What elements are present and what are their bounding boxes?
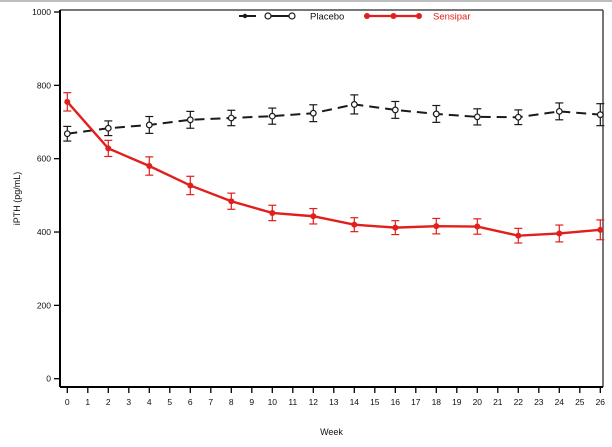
data-point-sensipar bbox=[105, 145, 112, 152]
x-tick-label: 4 bbox=[147, 397, 152, 407]
data-point-placebo bbox=[104, 124, 112, 132]
data-point-sensipar bbox=[146, 163, 153, 170]
x-tick-label: 10 bbox=[268, 397, 278, 407]
data-point-placebo bbox=[309, 109, 317, 117]
x-tick-label: 21 bbox=[493, 397, 503, 407]
legend-label-sensipar: Sensipar bbox=[433, 12, 471, 23]
data-point-placebo bbox=[63, 130, 71, 138]
legend-placebo-dot bbox=[242, 13, 248, 19]
data-point-placebo bbox=[432, 110, 440, 118]
y-tick-label: 0 bbox=[46, 374, 51, 384]
legend-placebo-marker bbox=[288, 12, 296, 20]
y-tick-label: 400 bbox=[37, 227, 51, 237]
x-tick-label: 11 bbox=[288, 397, 297, 407]
legend-sensipar-marker bbox=[416, 13, 422, 19]
x-tick-label: 9 bbox=[249, 397, 254, 407]
data-point-sensipar bbox=[392, 224, 399, 231]
y-axis-title: iPTH (pg/mL) bbox=[12, 172, 22, 226]
x-tick-label: 19 bbox=[452, 397, 462, 407]
data-point-sensipar bbox=[597, 226, 604, 233]
y-tick-label: 200 bbox=[37, 300, 51, 310]
data-point-placebo bbox=[268, 112, 276, 120]
x-tick-label: 14 bbox=[350, 397, 360, 407]
legend-sensipar-marker bbox=[364, 13, 370, 19]
x-tick-label: 12 bbox=[309, 397, 319, 407]
data-point-sensipar bbox=[310, 213, 317, 220]
data-point-placebo bbox=[555, 107, 563, 115]
data-point-sensipar bbox=[351, 221, 358, 228]
y-tick-label: 600 bbox=[37, 154, 51, 164]
x-tick-label: 0 bbox=[65, 397, 70, 407]
data-point-placebo bbox=[391, 106, 399, 114]
data-point-sensipar bbox=[269, 209, 276, 216]
x-axis-title: Week bbox=[320, 427, 343, 437]
data-point-placebo bbox=[473, 113, 481, 121]
x-tick-label: 6 bbox=[188, 397, 193, 407]
x-tick-label: 1 bbox=[85, 397, 90, 407]
x-tick-label: 3 bbox=[126, 397, 131, 407]
x-tick-label: 20 bbox=[473, 397, 483, 407]
series-line-placebo bbox=[67, 103, 601, 135]
x-tick-label: 17 bbox=[411, 397, 421, 407]
legend-placebo-marker bbox=[264, 12, 272, 20]
legend-label-placebo: Placebo bbox=[310, 12, 344, 23]
x-tick-label: 24 bbox=[555, 397, 565, 407]
data-point-sensipar bbox=[515, 232, 522, 239]
data-point-sensipar bbox=[433, 223, 440, 230]
x-tick-label: 22 bbox=[514, 397, 524, 407]
x-tick-label: 2 bbox=[106, 397, 111, 407]
x-tick-label: 23 bbox=[534, 397, 544, 407]
x-tick-label: 15 bbox=[370, 397, 380, 407]
data-point-placebo bbox=[350, 101, 358, 108]
data-point-sensipar bbox=[64, 98, 71, 105]
x-tick-label: 26 bbox=[596, 397, 606, 407]
y-tick-label: 1000 bbox=[32, 7, 51, 17]
data-point-sensipar bbox=[187, 182, 194, 189]
x-tick-label: 18 bbox=[432, 397, 442, 407]
x-tick-label: 25 bbox=[575, 397, 585, 407]
data-point-sensipar bbox=[556, 230, 563, 237]
data-point-placebo bbox=[145, 121, 153, 129]
x-tick-label: 5 bbox=[167, 397, 172, 407]
data-point-placebo bbox=[186, 116, 194, 124]
y-tick-label: 800 bbox=[37, 80, 51, 90]
data-point-placebo bbox=[514, 113, 522, 121]
x-tick-label: 13 bbox=[329, 397, 339, 407]
data-point-placebo bbox=[227, 114, 235, 122]
data-point-sensipar bbox=[474, 223, 481, 230]
data-point-placebo bbox=[596, 111, 604, 119]
x-tick-label: 8 bbox=[229, 397, 234, 407]
x-tick-label: 16 bbox=[391, 397, 401, 407]
data-point-sensipar bbox=[228, 198, 235, 205]
legend-sensipar-marker bbox=[390, 13, 397, 19]
series-line-sensipar bbox=[66, 101, 601, 237]
x-tick-label: 7 bbox=[208, 397, 213, 407]
